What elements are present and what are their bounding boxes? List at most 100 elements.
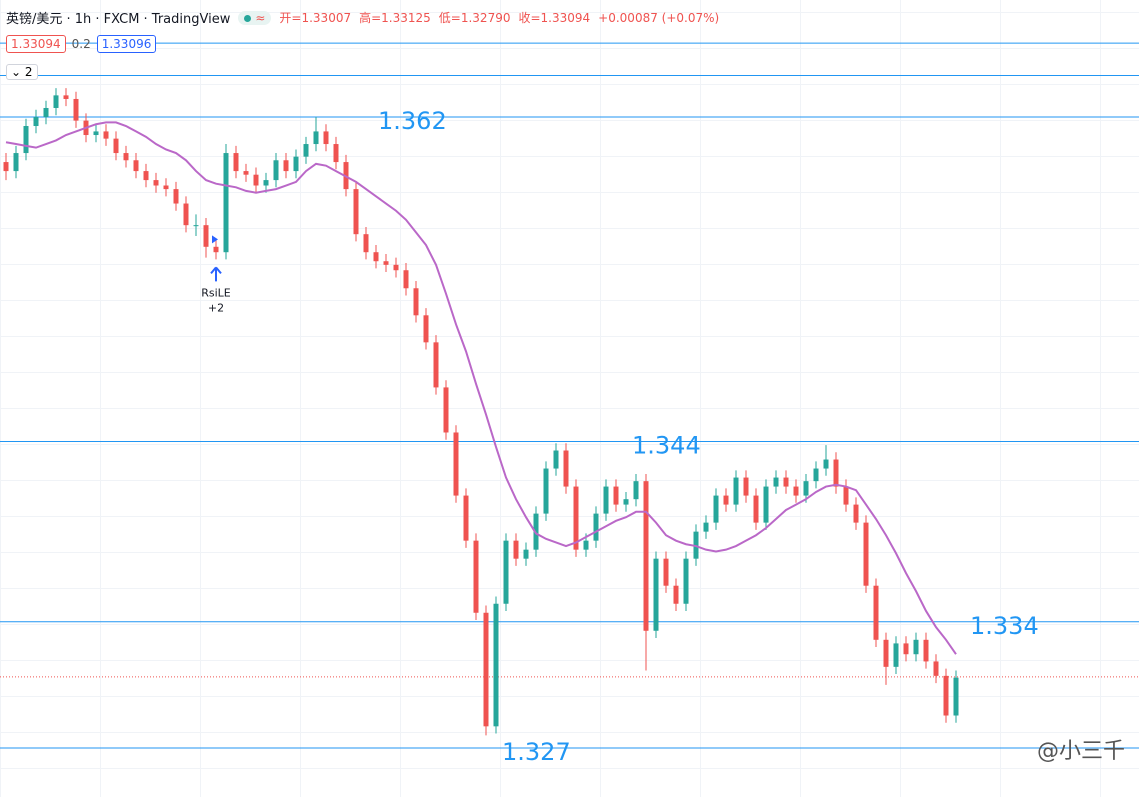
candle-body [833,459,839,487]
candle-body [133,160,139,172]
candle-body [213,246,219,253]
candle-body [623,499,629,505]
candle-body [503,540,509,604]
candle-body [633,481,639,500]
trade-row: 1.33094 0.2 1.33096 [6,35,157,53]
candle-body [753,495,759,523]
candle-body [153,180,159,186]
signal-arrow [210,266,222,282]
candle-body [763,486,769,523]
signal-label: RsiLE [201,286,231,299]
candle-body [353,189,359,235]
candle-body [413,288,419,316]
candle-body [63,95,69,99]
candle-body [513,540,519,559]
symbol[interactable]: 英镑/美元 · 1h · FXCM · TradingView [6,12,231,27]
candle-body [553,450,559,469]
candle-body [323,131,329,145]
candle-body [143,171,149,181]
candle-body [193,225,199,227]
candle-body [683,558,689,604]
signal-marker [212,235,218,244]
candle-body [73,98,79,121]
candle-body [663,558,669,586]
candle-body [403,270,409,289]
candle-body [163,185,169,190]
ohlc-open: 开=1.33007 [279,11,352,25]
sell-price[interactable]: 1.33094 [6,35,66,53]
candle-body [253,174,259,186]
candle-body [43,107,49,117]
candle-body [813,468,819,482]
candle-body [433,342,439,388]
candle-body [473,540,479,613]
level-label: 1.334 [970,612,1039,640]
candle-body [373,252,379,262]
candle-body [733,477,739,505]
candle-body [943,675,949,716]
candle-body [293,156,299,172]
ohlc-close: 收=1.33094 [518,11,591,25]
candle-body [543,468,549,514]
spread: 0.2 [71,37,91,51]
candle-body [703,522,709,532]
candle-body [333,144,339,163]
candle-body [33,116,39,127]
buy-price[interactable]: 1.33096 [96,35,157,53]
candle-body [863,522,869,586]
level-label: 1.344 [632,431,701,459]
ohlc-low: 低=1.32790 [438,11,511,25]
candle-body [783,477,789,487]
candle-body [933,661,939,676]
candle-body [23,126,29,154]
ohlc-high: 高=1.33125 [359,11,431,25]
candle-body [183,203,189,226]
candle-body [653,558,659,631]
candle-body [893,643,899,667]
candle-body [393,264,399,271]
candle-body [803,481,809,496]
candle-body [743,477,749,496]
candle-body [563,450,569,487]
candle-body [13,153,19,172]
indicator-count: 2 [24,65,33,79]
candle-body [613,486,619,505]
candle-body [443,387,449,433]
candle-body [233,153,239,172]
candle-body [483,612,489,727]
candle-body [873,585,879,640]
candle-body [53,95,59,108]
candle-body [723,495,729,505]
candle-body [853,504,859,523]
watermark: @小三千 [1036,739,1125,764]
legend-header: 英镑/美元 · 1h · FXCM · TradingView ≈ 开=1.33… [6,8,719,27]
candle-body [203,225,209,247]
level-label: 1.327 [502,738,571,766]
candle-body [573,486,579,550]
candle-body [363,234,369,253]
candle-body [883,639,889,667]
candle-body [493,603,499,727]
indicator-toggle[interactable]: ⌄ 2 [6,64,38,80]
candle-body [283,160,289,172]
ohlc-change: +0.00087 (+0.07%) [598,10,720,25]
candle-body [823,459,829,469]
candle-body [263,180,269,186]
status-badge[interactable]: ≈ [238,10,272,25]
candle-body [913,639,919,655]
candle-body [593,513,599,541]
candle-body [93,131,99,136]
candle-body [673,585,679,604]
candle-body [223,153,229,253]
candle-body [123,153,129,161]
candle-body [103,131,109,139]
candle-body [523,549,529,559]
candle-body [923,639,929,662]
candle-body [953,677,959,716]
candle-body [603,486,609,514]
candle-body [3,162,9,172]
candle-body [173,189,179,204]
candle-body [793,486,799,496]
candle-body [843,486,849,505]
